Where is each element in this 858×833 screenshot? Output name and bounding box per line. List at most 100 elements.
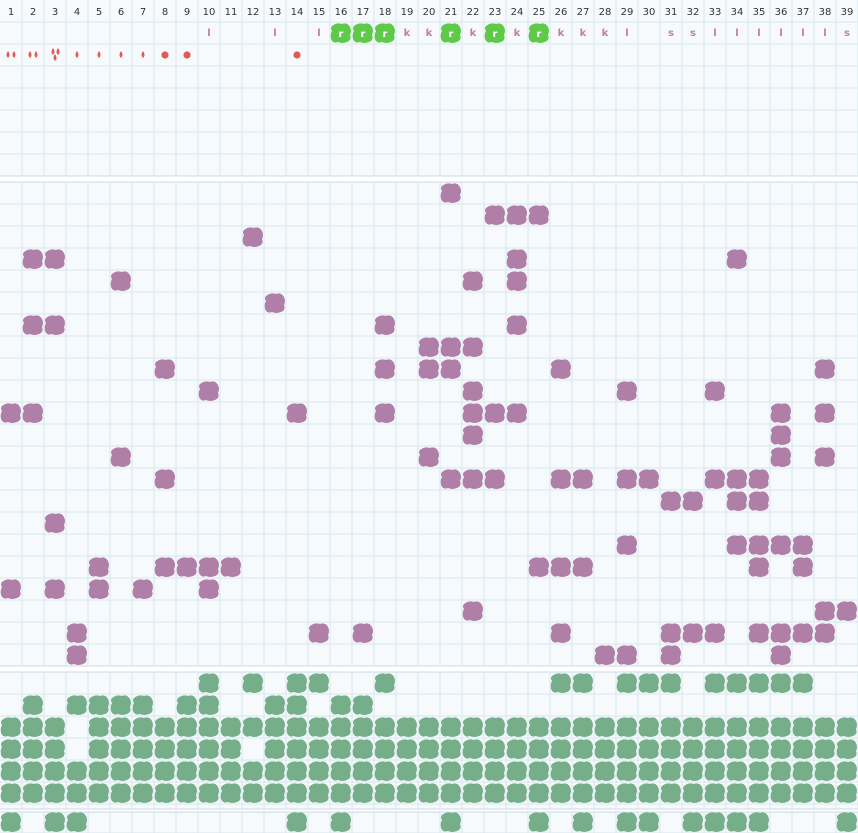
green-blob[interactable] [308, 673, 329, 693]
purple-blob[interactable] [726, 249, 747, 269]
purple-blob[interactable] [462, 469, 483, 489]
green-blob[interactable] [374, 761, 395, 781]
green-blob[interactable] [506, 739, 527, 759]
green-blob[interactable] [0, 739, 21, 759]
green-blob[interactable] [308, 783, 329, 803]
green-blob[interactable] [132, 783, 153, 803]
green-blob[interactable] [286, 761, 307, 781]
green-blob[interactable] [88, 761, 109, 781]
green-blob[interactable] [198, 783, 219, 803]
purple-blob[interactable] [110, 447, 131, 467]
purple-blob[interactable] [154, 359, 175, 379]
purple-blob[interactable] [22, 315, 43, 335]
green-blob[interactable] [330, 695, 351, 715]
purple-blob[interactable] [484, 403, 505, 423]
bottom-blob[interactable] [748, 812, 769, 832]
green-blob[interactable] [682, 739, 703, 759]
green-blob[interactable] [220, 739, 241, 759]
purple-blob[interactable] [440, 359, 461, 379]
purple-blob[interactable] [462, 337, 483, 357]
purple-blob[interactable] [506, 315, 527, 335]
green-blob[interactable] [572, 673, 593, 693]
green-blob[interactable] [506, 761, 527, 781]
green-blob[interactable] [792, 739, 813, 759]
green-blob[interactable] [550, 761, 571, 781]
red-marker[interactable] [161, 51, 169, 59]
green-blob[interactable] [484, 717, 505, 737]
purple-blob[interactable] [88, 557, 109, 577]
green-blob[interactable] [396, 761, 417, 781]
purple-blob[interactable] [66, 645, 87, 665]
bottom-blob[interactable] [286, 812, 307, 832]
purple-blob[interactable] [528, 557, 549, 577]
green-blob[interactable] [462, 739, 483, 759]
green-blob[interactable] [616, 783, 637, 803]
green-blob[interactable] [528, 717, 549, 737]
red-marker[interactable] [141, 51, 145, 58]
green-blob[interactable] [264, 717, 285, 737]
green-blob[interactable] [242, 783, 263, 803]
bottom-blob[interactable] [704, 812, 725, 832]
green-blob[interactable] [330, 761, 351, 781]
green-blob[interactable] [308, 717, 329, 737]
green-blob[interactable] [814, 739, 835, 759]
green-blob[interactable] [572, 761, 593, 781]
green-blob[interactable] [440, 739, 461, 759]
purple-blob[interactable] [594, 645, 615, 665]
red-marker[interactable] [51, 48, 60, 61]
green-blob[interactable] [308, 739, 329, 759]
green-blob[interactable] [176, 695, 197, 715]
green-blob[interactable] [44, 761, 65, 781]
green-blob[interactable] [528, 783, 549, 803]
purple-blob[interactable] [154, 557, 175, 577]
bright-tile[interactable]: r [484, 23, 505, 44]
green-blob[interactable] [286, 739, 307, 759]
purple-blob[interactable] [770, 403, 791, 423]
green-blob[interactable] [814, 761, 835, 781]
green-blob[interactable] [726, 739, 747, 759]
purple-blob[interactable] [0, 579, 21, 599]
green-blob[interactable] [330, 739, 351, 759]
green-blob[interactable] [704, 739, 725, 759]
green-blob[interactable] [726, 783, 747, 803]
purple-blob[interactable] [22, 249, 43, 269]
green-blob[interactable] [374, 783, 395, 803]
green-blob[interactable] [748, 673, 769, 693]
green-blob[interactable] [528, 761, 549, 781]
green-blob[interactable] [836, 761, 857, 781]
purple-blob[interactable] [506, 403, 527, 423]
green-blob[interactable] [330, 717, 351, 737]
green-blob[interactable] [66, 761, 87, 781]
green-blob[interactable] [286, 673, 307, 693]
green-blob[interactable] [264, 695, 285, 715]
bottom-blob[interactable] [66, 812, 87, 832]
purple-blob[interactable] [770, 623, 791, 643]
green-blob[interactable] [770, 761, 791, 781]
green-blob[interactable] [550, 673, 571, 693]
purple-blob[interactable] [616, 469, 637, 489]
bright-tile[interactable]: r [528, 23, 549, 44]
green-blob[interactable] [704, 783, 725, 803]
purple-blob[interactable] [792, 535, 813, 555]
green-blob[interactable] [770, 673, 791, 693]
purple-blob[interactable] [418, 447, 439, 467]
purple-blob[interactable] [814, 403, 835, 423]
bottom-blob[interactable] [682, 812, 703, 832]
green-blob[interactable] [770, 783, 791, 803]
green-blob[interactable] [154, 717, 175, 737]
green-blob[interactable] [682, 717, 703, 737]
bottom-blob[interactable] [726, 812, 747, 832]
purple-blob[interactable] [506, 205, 527, 225]
green-blob[interactable] [682, 761, 703, 781]
green-blob[interactable] [22, 783, 43, 803]
green-blob[interactable] [352, 695, 373, 715]
green-blob[interactable] [616, 739, 637, 759]
green-blob[interactable] [660, 717, 681, 737]
green-blob[interactable] [220, 783, 241, 803]
green-blob[interactable] [462, 761, 483, 781]
green-blob[interactable] [264, 761, 285, 781]
green-blob[interactable] [374, 717, 395, 737]
green-blob[interactable] [462, 783, 483, 803]
green-blob[interactable] [770, 739, 791, 759]
purple-blob[interactable] [418, 337, 439, 357]
